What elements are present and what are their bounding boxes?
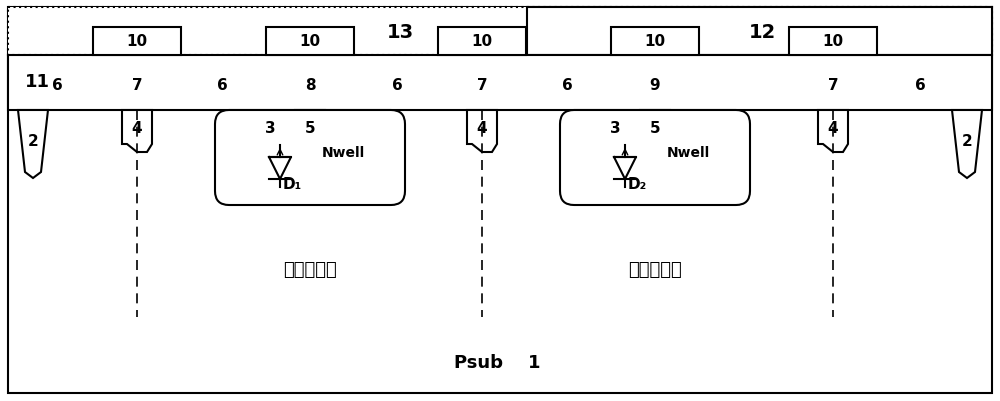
Text: Nwell: Nwell [322,146,365,160]
Text: 3: 3 [265,121,275,136]
Text: 10: 10 [471,34,493,49]
Text: 2: 2 [962,134,972,149]
Text: 7: 7 [132,78,142,93]
Bar [611,28,699,56]
FancyBboxPatch shape [560,111,750,205]
Text: 3: 3 [610,121,620,136]
Text: 10: 10 [644,34,666,49]
Polygon shape [295,111,325,153]
Polygon shape [640,111,670,153]
Bar [8,8,992,56]
Text: 10: 10 [299,34,321,49]
Text: 8: 8 [305,78,315,93]
Text: 13: 13 [386,22,414,41]
Text: 4: 4 [132,121,142,136]
Text: 7: 7 [828,78,838,93]
Bar [789,28,877,56]
Text: 6: 6 [392,78,402,93]
Text: 6: 6 [915,78,925,93]
Text: 7: 7 [477,78,487,93]
Text: Psub    1: Psub 1 [454,353,540,371]
Text: 2: 2 [28,134,38,149]
Polygon shape [952,111,982,178]
Polygon shape [467,111,497,153]
Text: 12: 12 [748,22,776,41]
Text: 4: 4 [477,121,487,136]
Text: 10: 10 [126,34,148,49]
Text: 6: 6 [52,78,62,93]
Polygon shape [122,111,152,153]
FancyBboxPatch shape [215,111,405,205]
Bar [438,28,526,56]
Text: D₁: D₁ [283,177,302,192]
Bar [93,28,181,56]
Text: 感光二极管: 感光二极管 [283,260,337,278]
Text: 11: 11 [25,73,50,91]
Text: Nwell: Nwell [667,146,710,160]
Bar [527,8,992,56]
Bar [266,28,354,56]
Text: 6: 6 [562,78,572,93]
Text: D₂: D₂ [628,177,647,192]
Polygon shape [818,111,848,153]
Text: 4: 4 [828,121,838,136]
Text: 6: 6 [217,78,227,93]
Polygon shape [18,111,48,178]
Text: 遮光二极管: 遮光二极管 [628,260,682,278]
Text: 10: 10 [822,34,844,49]
Bar [8,56,992,111]
Text: 5: 5 [305,121,315,136]
Text: 9: 9 [650,78,660,93]
Text: 5: 5 [650,121,660,136]
